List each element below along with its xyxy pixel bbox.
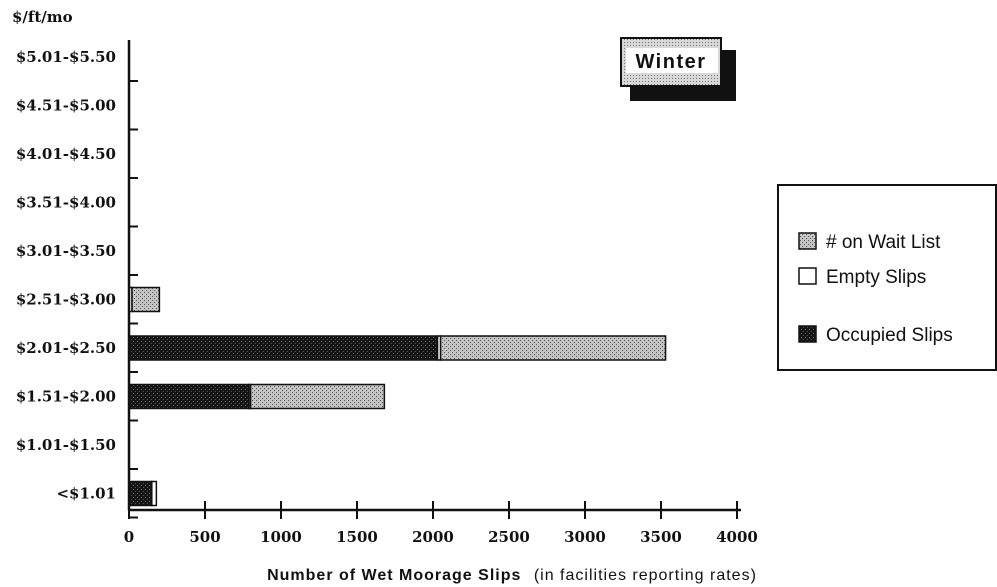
y-axis-unit-label: $/ft/mo — [12, 8, 73, 26]
bar-on-wait-list — [131, 286, 161, 313]
legend-label-empty-slips: Empty Slips — [826, 267, 926, 288]
x-axis-label-note: (in facilities reporting rates) — [534, 567, 757, 584]
x-axis-label: Number of Wet Moorage Slips (in faciliti… — [267, 567, 757, 584]
x-tick-label: 500 — [189, 528, 220, 546]
winter-badge: Winter — [620, 37, 736, 101]
y-tick-label: $4.51-$5.00 — [16, 97, 116, 115]
x-tick-label: 0 — [124, 528, 134, 546]
x-axis-ticks: 0 500 1000 1500 2000 2500 3000 3500 4000 — [124, 501, 758, 546]
y-tick-label: $3.51-$4.00 — [16, 194, 116, 212]
x-tick-label: 3000 — [564, 528, 606, 546]
y-tick-label: <$1.01 — [56, 485, 116, 503]
x-axis-label-bold: Number of Wet Moorage Slips — [267, 567, 521, 584]
y-tick-label: $1.01-$1.50 — [16, 436, 116, 454]
bar-occupied-slips — [128, 335, 439, 361]
bar-on-wait-list — [249, 383, 386, 410]
y-tick-label: $3.01-$3.50 — [16, 242, 116, 260]
x-tick-label: 1500 — [336, 528, 378, 546]
x-tick-label: 2500 — [488, 528, 530, 546]
x-tick-label: 3500 — [640, 528, 682, 546]
bar-occupied-slips — [128, 480, 153, 507]
y-tick-label: $2.51-$3.00 — [16, 291, 116, 309]
x-tick-label: 1000 — [260, 528, 302, 546]
y-tick-label: $5.01-$5.50 — [16, 48, 116, 66]
bar-occupied-slips — [128, 383, 250, 410]
x-tick-label: 2000 — [412, 528, 454, 546]
winter-badge-label-bg — [626, 48, 718, 73]
y-axis-ticks: <$1.01 $1.01-$1.50 $1.51-$2.00 $2.01-$2.50 $… — [16, 48, 138, 519]
bar-empty-slips — [151, 480, 158, 507]
bar-on-wait-list — [439, 335, 667, 361]
legend-swatch-empty-slips — [798, 267, 817, 285]
y-tick-label: $4.01-$4.50 — [16, 145, 116, 163]
legend-label-occupied-slips: Occupied Slips — [826, 325, 953, 346]
legend: # on Wait List Empty Slips Occupied Slip… — [777, 184, 997, 371]
legend-swatch-occupied-slips — [798, 325, 817, 343]
winter-badge-label: Winter — [635, 51, 706, 73]
y-tick-label: $2.01-$2.50 — [16, 339, 116, 357]
y-tick-label: $1.51-$2.00 — [16, 388, 116, 406]
legend-swatch-wait-list — [798, 232, 817, 250]
legend-label-wait-list: # on Wait List — [826, 232, 941, 253]
bars — [128, 286, 667, 507]
x-tick-label: 4000 — [716, 528, 758, 546]
